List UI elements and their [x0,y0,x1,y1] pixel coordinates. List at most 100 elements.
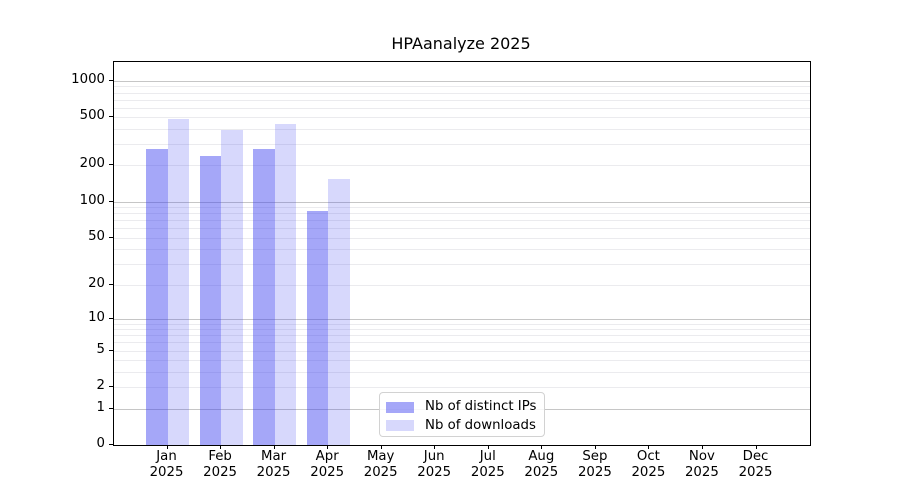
x-tick-label: Jan 2025 [135,449,199,480]
legend-item: Nb of downloads [386,417,538,436]
legend-item: Nb of distinct IPs [386,398,538,417]
x-tick-label-month: Jun [423,449,445,464]
legend-swatch [386,420,414,432]
x-tick-label-month: Feb [208,449,232,464]
y-tick-label: 10 [88,309,105,325]
y-tick [109,79,113,81]
x-tick [541,445,543,449]
bar-downloads [328,179,350,445]
x-tick [648,445,650,449]
gridline-major [114,318,810,320]
gridline-minor [114,144,810,146]
gridline-minor [114,92,810,94]
x-tick-label: Jun 2025 [402,449,466,480]
x-tick-label: Jul 2025 [456,449,520,480]
x-tick [487,445,489,449]
x-tick [594,445,596,449]
y-tick-label: 1000 [71,71,105,87]
x-tick-label: Nov 2025 [670,449,734,480]
y-tick [109,407,113,409]
x-tick-label-year: 2025 [577,464,612,480]
y-tick [109,116,113,118]
x-tick-label-month: Nov [688,449,715,464]
x-tick-label: May 2025 [349,449,413,480]
x-tick [434,445,436,449]
y-tick-label: 0 [96,436,105,451]
y-tick-label: 200 [79,156,105,172]
plot-area [113,61,811,446]
x-tick-label: Feb 2025 [188,449,252,480]
legend: Nb of distinct IPs Nb of downloads [379,392,545,437]
x-tick-label: Dec 2025 [724,449,788,480]
chart-title: HPAanalyze 2025 [391,34,531,53]
x-tick-label: Aug 2025 [509,449,573,480]
gridline-minor [114,213,810,215]
x-tick-label: Oct 2025 [616,449,680,480]
legend-item-label: Nb of downloads [425,417,536,433]
y-tick-label: 100 [79,192,105,208]
x-tick-label-year: 2025 [310,464,345,480]
x-tick-label-year: 2025 [470,464,505,480]
gridline-minor [114,387,810,389]
y-tick [109,386,113,388]
y-tick-label: 20 [88,275,105,291]
bar-distinct-ips [146,149,168,445]
gridline-minor [114,360,810,362]
y-tick-label: 1 [96,399,105,415]
x-tick [166,445,168,449]
y-tick-label: 5 [96,341,105,357]
gridline-minor [114,220,810,222]
bar-distinct-ips [306,211,329,445]
gridline-minor [114,249,810,251]
x-tick-label-month: Dec [742,449,769,464]
x-tick-label-month: May [366,449,395,464]
x-tick-label-month: Aug [528,449,555,464]
x-tick-label: Apr 2025 [295,449,359,480]
x-tick-label-month: Apr [315,449,339,464]
x-tick-label-month: Oct [636,449,660,464]
x-tick [701,445,703,449]
x-tick-label-year: 2025 [684,464,719,480]
x-tick-label: Sep 2025 [563,449,627,480]
gridline-minor [114,117,810,119]
x-tick-label-year: 2025 [738,464,773,480]
gridline-minor [114,371,810,373]
x-tick-label-month: Mar [261,449,287,464]
gridline-minor [114,107,810,109]
gridline-major [114,80,810,82]
y-tick [109,283,113,285]
gridline-minor [114,335,810,337]
x-tick-label-month: Sep [582,449,608,464]
y-tick [109,236,113,238]
bar-downloads [167,119,189,445]
gridline-minor [114,323,810,325]
legend-item-label: Nb of distinct IPs [425,399,537,415]
x-tick-label-year: 2025 [149,464,184,480]
x-tick-label: Mar 2025 [242,449,306,480]
gridline-minor [114,165,810,167]
gridline-minor [114,284,810,286]
x-tick [380,445,382,449]
x-tick-label-year: 2025 [256,464,291,480]
x-tick [755,445,757,449]
gridline-minor [114,263,810,265]
y-tick [109,164,113,166]
y-tick [109,349,113,351]
x-tick-label-year: 2025 [631,464,666,480]
x-tick-label-year: 2025 [524,464,559,480]
gridline-minor [114,207,810,209]
legend-swatch [386,401,414,413]
y-tick [109,317,113,319]
gridline-minor [114,329,810,331]
x-tick-label-year: 2025 [363,464,398,480]
x-tick-label-month: Jul [479,449,496,464]
x-tick [220,445,222,449]
x-tick-label-year: 2025 [417,464,452,480]
gridline-minor [114,342,810,344]
y-tick [109,200,113,202]
x-tick [327,445,329,449]
gridline-minor [114,86,810,88]
bar-distinct-ips [253,149,275,445]
y-tick-label: 500 [79,108,105,124]
